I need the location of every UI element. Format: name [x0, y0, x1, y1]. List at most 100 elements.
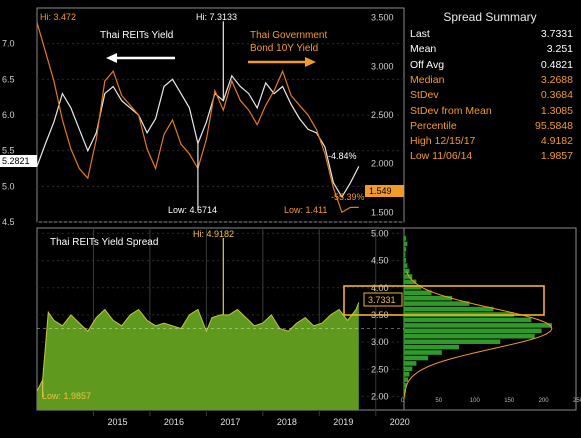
histogram-bar — [404, 295, 453, 301]
summary-row-value: 4.9182 — [540, 135, 573, 148]
histogram-bar — [404, 247, 407, 252]
last-value-tag-right — [365, 185, 404, 197]
right-tick-label: 3.000 — [371, 61, 394, 71]
right-tick-label: 3.500 — [371, 13, 394, 23]
spread-tick-label: 5.00 — [371, 228, 389, 238]
low-mid-label: Low: 4.6714 — [168, 205, 217, 215]
summary-row: Off Avg 0.4821 — [404, 59, 576, 74]
histogram-bar — [404, 290, 432, 296]
histogram-tick-label: 200 — [539, 398, 550, 404]
summary-row-label: Last — [410, 28, 430, 40]
bond-series-tag-line1: Thai Government — [250, 30, 327, 41]
histogram-bar — [404, 306, 494, 312]
left-tick-label: 4.5 — [2, 217, 15, 227]
left-tick-label: 6.5 — [2, 74, 15, 84]
right-arrow-icon — [248, 57, 316, 67]
summary-row-value: 3.7331 — [540, 28, 573, 40]
hi-left-label: Hi: 3.472 — [40, 12, 76, 22]
left-tick-label: 5.0 — [2, 181, 15, 191]
histogram-bar — [404, 252, 406, 257]
summary-row-value: 0.4821 — [540, 58, 573, 71]
histogram-tick-label: 250 — [573, 398, 581, 404]
summary-row-label: Low 11/06/14 — [410, 150, 473, 163]
top-series-lines — [36, 21, 360, 214]
summary-row-value: 95.5848 — [535, 119, 573, 132]
spread-low-label: Low: 1.9857 — [42, 391, 91, 401]
summary-row: StDev 0.3684 — [404, 89, 576, 104]
left-arrow-icon — [106, 53, 175, 63]
histogram-bar — [404, 301, 470, 306]
summary-row: Low 11/06/14 1.9857 — [404, 150, 576, 165]
summary-row: Percentile 95.5848 — [404, 120, 576, 135]
top-axis-labels: 4.5 5.0 5.5 6.0 6.5 7.0 1.500 2.000 2.500 3.000 3.… — [2, 13, 394, 227]
hi-mid-label: Hi: 7.3133 — [196, 12, 237, 22]
spread-hi-label: Hi: 4.9182 — [193, 229, 234, 239]
histogram-tick-label: 150 — [504, 398, 515, 404]
spread-summary-panel: Spread Summary Last 3.7331 Mean 3.251 Off Av… — [404, 8, 576, 198]
histogram-tick-label: 0 — [401, 398, 405, 404]
histogram-bar — [404, 317, 532, 323]
histogram-bar — [404, 328, 542, 334]
last-value-tag-left — [0, 155, 37, 167]
summary-row: StDev from Mean 1.3085 — [404, 105, 576, 120]
reits-series-tag: Thai REITs Yield — [100, 30, 173, 41]
summary-row: High 12/15/17 4.9182 — [404, 135, 576, 150]
year-tick-label: 2018 — [277, 417, 297, 427]
last-value-right: 1.549 — [369, 186, 392, 196]
right-tick-label: 2.500 — [371, 110, 394, 120]
histogram-bar — [404, 268, 410, 274]
left-tick-label: 6.0 — [2, 110, 15, 120]
low-right-label: Low: 1.411 — [284, 205, 327, 215]
summary-row-label: Mean — [410, 43, 437, 56]
histogram-bar — [404, 339, 501, 344]
summary-row-label: Off Avg — [410, 58, 445, 71]
summary-row-value: 1.9857 — [540, 150, 573, 163]
year-tick-label: 2015 — [107, 417, 127, 427]
spread-tick-label: 3.00 — [371, 337, 389, 347]
summary-row: Mean 3.251 — [404, 43, 576, 58]
spread-summary-title: Spread Summary — [443, 10, 537, 24]
summary-row: Median 3.2688 — [404, 74, 576, 89]
histogram-bar — [404, 344, 459, 350]
summary-row-value: 1.3085 — [540, 104, 573, 117]
last-value-left: 5.2821 — [2, 156, 30, 166]
bond-change-label: -55.39% — [331, 192, 365, 202]
histogram-tick-label: 100 — [470, 398, 481, 404]
histogram-bar — [404, 274, 413, 279]
histogram-bar — [404, 241, 408, 247]
summary-row-label: High 12/15/17 — [410, 135, 476, 148]
spread-line — [36, 302, 360, 392]
spread-area — [36, 237, 404, 410]
summary-row-value: 3.251 — [546, 43, 573, 56]
summary-row-label: Percentile — [410, 119, 457, 132]
summary-row-label: StDev — [410, 89, 439, 102]
reits-yield-line — [36, 74, 360, 199]
histogram-bar — [404, 236, 407, 241]
year-tick-label: 2020 — [390, 417, 410, 427]
histogram-bar — [404, 377, 409, 382]
summary-row-label: Median — [410, 73, 445, 86]
spread-tick-label: 2.00 — [371, 391, 389, 401]
histogram-bar — [404, 372, 410, 377]
spread-area-fill — [37, 302, 359, 410]
histogram-bar — [404, 263, 408, 268]
histogram-bar — [404, 257, 407, 263]
last-value-highlight-box — [343, 285, 545, 316]
histogram-bar — [404, 350, 442, 355]
reits-change-label: -4.84% — [328, 151, 357, 161]
spread-last-tag — [363, 292, 403, 307]
normal-curve — [404, 271, 553, 397]
histogram-bar — [404, 355, 429, 361]
histogram-bar — [404, 361, 417, 366]
right-tick-label: 1.500 — [371, 207, 394, 217]
histogram-tick-label: 50 — [435, 398, 442, 404]
histogram-bar — [404, 279, 417, 285]
bond-series-tag-line2: Bond 10Y Yield — [250, 43, 318, 54]
left-tick-label: 5.5 — [2, 146, 15, 156]
spread-chart-title: Thai REITs Yield Spread — [50, 237, 158, 248]
spread-tick-label: 4.50 — [371, 256, 389, 266]
year-tick-label: 2016 — [164, 417, 184, 427]
spread-tick-label: 2.50 — [371, 364, 389, 374]
